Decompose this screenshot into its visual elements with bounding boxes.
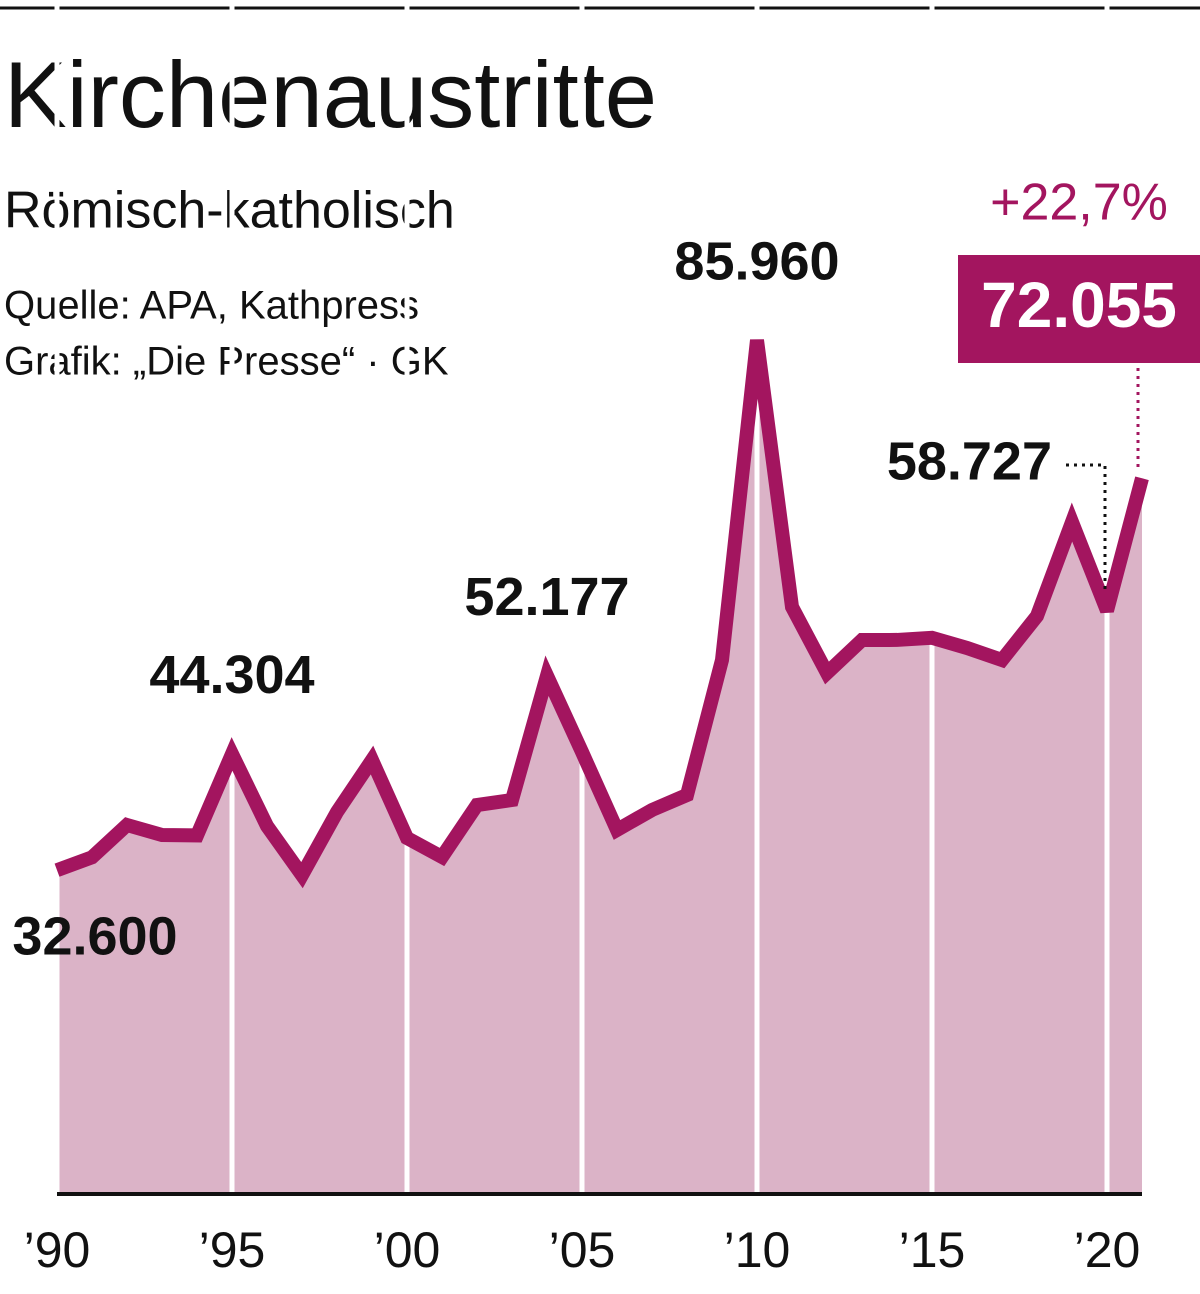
x-tick-label: ’00 [374,1222,441,1278]
x-tick-label: ’90 [24,1222,91,1278]
value-label: 32.600 [12,906,177,966]
x-tick-label: ’10 [724,1222,791,1278]
value-label: 44.304 [149,645,314,705]
leader [1066,463,1107,591]
area [57,340,1142,1195]
source: Quelle: APA, Kathpress [4,284,419,328]
chart-subtitle: Römisch-katholisch [4,182,455,240]
value-label: 85.960 [674,231,839,291]
chart-title: Kirchenaustritte [4,42,657,147]
credit: Grafik: „Die Presse“ · GK [4,340,449,384]
x-tick-label: ’05 [549,1222,616,1278]
value-label: 58.727 [887,431,1052,491]
value-label: 52.177 [464,567,629,627]
mask [37,340,1162,876]
value-label-box [958,255,1200,363]
x-tick-label: ’15 [899,1222,966,1278]
line [54,339,1149,889]
annotation: +22,7% [990,174,1168,232]
x-tick-label: ’95 [199,1222,266,1278]
x-tick-label: ’20 [1074,1222,1141,1278]
value-label: 72.055 [981,269,1177,341]
